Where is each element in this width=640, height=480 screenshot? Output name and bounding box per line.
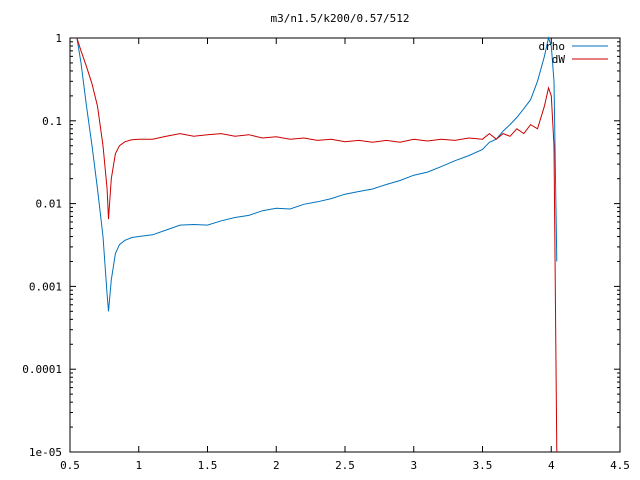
chart-title: m3/n1.5/k200/0.57/512: [270, 12, 409, 25]
series-line-dW: [76, 37, 558, 453]
y-tick-label: 1: [55, 32, 62, 45]
y-tick-label: 1e-05: [29, 446, 62, 459]
ticks-layer: 0.5 1 1.5 2 2.5 3 3.5 4 4.5 1 0.1 0.01 0.001 0.0001 1e…: [22, 32, 630, 472]
x-tick-label: 2: [273, 459, 280, 472]
x-tick-label: 2.5: [335, 459, 355, 472]
x-tick-label: 3: [410, 459, 417, 472]
legend-label: drho: [539, 40, 566, 53]
y-tick-label: 0.1: [42, 115, 62, 128]
x-tick-label: 1: [135, 459, 142, 472]
x-tick-label: 3.5: [473, 459, 493, 472]
legend-label: dW: [552, 53, 566, 66]
y-tick-label: 0.0001: [22, 363, 62, 376]
y-tick-label: 0.01: [36, 198, 63, 211]
series-layer: [76, 36, 558, 453]
y-tick-label: 0.001: [29, 280, 62, 293]
x-tick-label: 4: [548, 459, 555, 472]
series-line-drho: [76, 36, 558, 312]
x-tick-label: 1.5: [198, 459, 218, 472]
x-tick-label: 0.5: [60, 459, 80, 472]
plot-frame: [69, 37, 621, 453]
x-tick-label: 4.5: [610, 459, 630, 472]
